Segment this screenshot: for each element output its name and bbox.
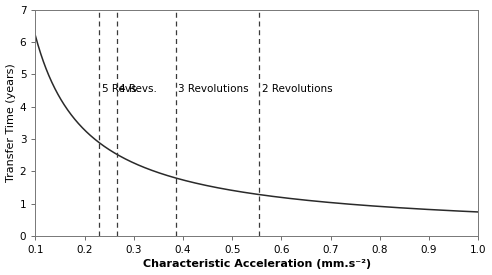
Y-axis label: Transfer Time (years): Transfer Time (years) [5, 64, 16, 182]
Text: 5 Revs.: 5 Revs. [102, 84, 140, 94]
Text: 2 Revolutions: 2 Revolutions [262, 84, 332, 94]
Text: 4 Revs.: 4 Revs. [119, 84, 157, 94]
Text: 3 Revolutions: 3 Revolutions [178, 84, 248, 94]
X-axis label: Characteristic Acceleration (mm.s⁻²): Characteristic Acceleration (mm.s⁻²) [143, 259, 371, 270]
